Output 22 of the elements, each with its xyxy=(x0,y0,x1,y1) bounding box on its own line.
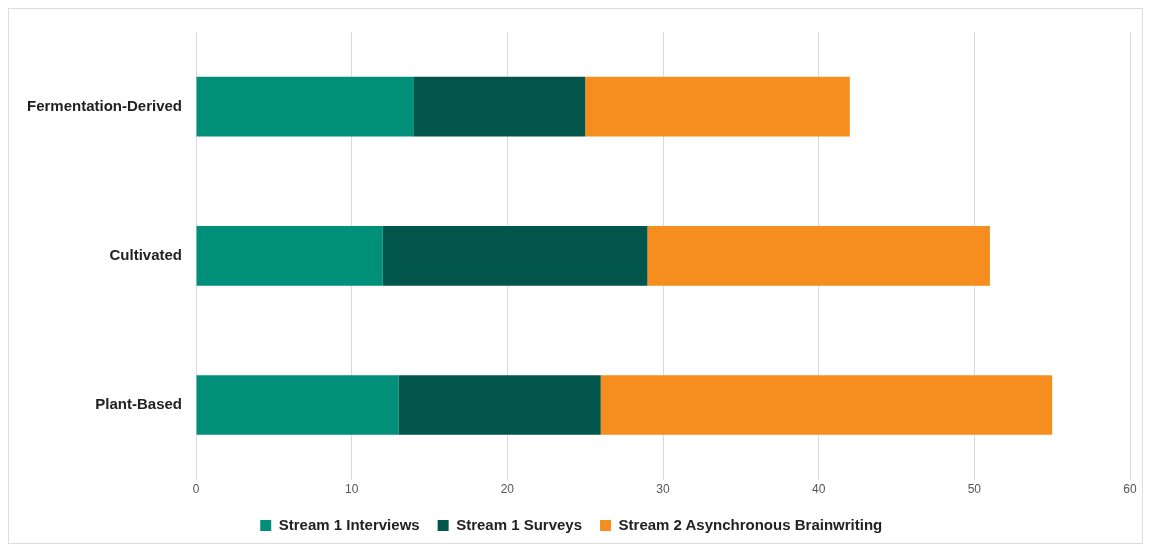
x-tick-label: 40 xyxy=(812,482,826,497)
x-tick-label: 60 xyxy=(1123,482,1137,497)
bar xyxy=(585,76,850,137)
bar xyxy=(196,375,399,435)
y-tick-label: Fermentation-Derived xyxy=(26,96,183,114)
bar xyxy=(196,76,414,137)
bar xyxy=(196,225,383,286)
x-tick-label: 50 xyxy=(967,482,982,497)
bar xyxy=(413,76,586,137)
x-tick-label: 30 xyxy=(656,482,671,497)
bar xyxy=(398,375,601,435)
legend-label: Stream 2 Asynchronous Brainwriting xyxy=(618,515,883,533)
legend-label: Stream 1 Interviews xyxy=(278,515,420,533)
x-tick-label: 0 xyxy=(192,482,200,497)
x-tick-label: 20 xyxy=(500,482,515,497)
bar xyxy=(382,225,648,286)
bar xyxy=(647,225,990,286)
y-tick-label: Cultivated xyxy=(109,245,183,263)
y-tick-label: Plant-Based xyxy=(95,395,183,413)
bar xyxy=(600,375,1053,435)
x-tick-label: 10 xyxy=(345,482,359,497)
legend-label: Stream 1 Surveys xyxy=(456,515,583,533)
